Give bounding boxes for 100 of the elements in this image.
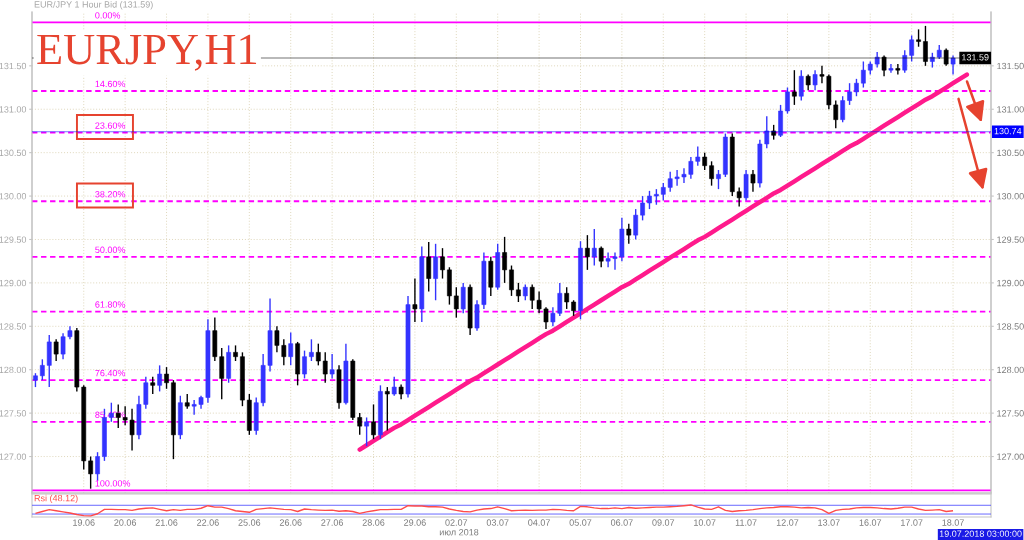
- x-tick-label: 18.07: [942, 519, 964, 526]
- candlestick: [709, 160, 714, 187]
- chart-title: EURJPY,H1: [37, 34, 257, 71]
- x-tick-label: 22.06: [197, 519, 219, 526]
- x-tick-label: 10.07: [694, 519, 716, 526]
- y-tick-label: 130.50: [0, 149, 27, 157]
- y2-tick-label: 130.00: [997, 193, 1024, 200]
- x-tick-label: 21.06: [155, 519, 178, 526]
- y2-tick-label: 131.00: [997, 106, 1024, 113]
- x-tick-label: 19.06: [73, 519, 95, 526]
- y2-tick-label: 128.00: [997, 366, 1024, 374]
- candlestick: [647, 190, 652, 210]
- candlestick: [743, 169, 749, 202]
- candlestick: [591, 228, 597, 267]
- annotation: 23.60%: [95, 122, 126, 129]
- candlestick: [509, 264, 514, 297]
- x-tick-label: 04.07: [528, 519, 550, 526]
- candlestick: [288, 331, 294, 367]
- y2-tick-label: 131.50: [997, 62, 1024, 70]
- candlestick: [909, 34, 915, 63]
- text: июл 2018: [439, 529, 479, 536]
- candlestick: [391, 375, 397, 397]
- candlestick: [750, 169, 756, 193]
- candlestick: [502, 236, 507, 284]
- x-tick-label: 11.07: [735, 519, 757, 526]
- candlestick: [329, 353, 335, 380]
- chart-subtitle: EUR/JPY 1 Hour Bid (131.59): [34, 1, 153, 10]
- candlestick: [309, 338, 314, 362]
- x-tick-label: 05.07: [569, 519, 592, 526]
- y2-tick-label: 130.50: [997, 149, 1024, 157]
- candlestick: [902, 49, 908, 74]
- y-tick-label: 128.50: [0, 323, 27, 330]
- candlestick: [585, 234, 590, 271]
- candlestick: [46, 334, 52, 388]
- candlestick: [53, 338, 59, 362]
- candlestick: [426, 241, 432, 293]
- x-tick-label: 03.07: [486, 519, 509, 526]
- annotation: 0.00%: [95, 12, 121, 19]
- y-tick-label: 130.00: [0, 193, 27, 200]
- y2-tick-label: 127.50: [997, 410, 1024, 417]
- x-tick-label: 25.06: [238, 519, 261, 526]
- candlestick: [516, 282, 521, 303]
- x-tick-label: 02.07: [445, 519, 468, 526]
- annotation: 76.40%: [95, 369, 126, 377]
- ref-line-label: 131.59: [962, 54, 989, 61]
- candlestick: [923, 25, 928, 67]
- candlestick: [453, 286, 459, 319]
- y-tick-label: 128.00: [0, 366, 27, 374]
- y-tick-label: 129.50: [0, 236, 27, 243]
- x-tick-label: 09.07: [652, 519, 675, 526]
- candlestick: [40, 358, 45, 381]
- candlestick: [564, 286, 570, 310]
- annotation: 100.00%: [95, 480, 131, 487]
- y-tick-label: 127.00: [0, 453, 27, 460]
- candlestick: [371, 403, 376, 440]
- candlestick: [881, 54, 887, 77]
- candlestick: [785, 86, 790, 115]
- y-tick-label: 131.00: [0, 106, 27, 113]
- y-tick-label: 129.00: [0, 279, 27, 287]
- candlestick: [950, 54, 956, 76]
- annotation: 61.80%: [95, 301, 126, 308]
- x-tick-label: 28.06: [362, 519, 385, 526]
- line-series: [357, 72, 970, 452]
- candlestick: [460, 282, 466, 314]
- x-tick-label: 29.06: [404, 519, 426, 526]
- candlestick: [95, 451, 100, 482]
- candlestick: [433, 243, 438, 301]
- annotation: 38.20%: [95, 191, 126, 198]
- y-tick-label: 131.50: [0, 62, 27, 70]
- candlestick: [157, 364, 162, 393]
- candlestick: [792, 69, 797, 106]
- y2-tick-label: 127.00: [997, 453, 1024, 460]
- series-label: Rsi (48.12): [34, 494, 78, 504]
- x-tick-label: 27.06: [321, 519, 344, 526]
- candlestick: [633, 208, 639, 241]
- x-tick-label: 12.07: [776, 519, 799, 526]
- y2-tick-label: 129.00: [997, 279, 1024, 287]
- x-tick-label: 20.06: [114, 519, 137, 526]
- annotation: 14.60%: [95, 80, 126, 88]
- candlestick: [716, 169, 721, 190]
- candlestick: [798, 69, 804, 102]
- y2-tick-label: 129.50: [997, 236, 1024, 243]
- candlestick: [840, 95, 846, 123]
- candlestick: [412, 277, 418, 323]
- y2-tick-label: 128.50: [997, 323, 1024, 330]
- candlestick: [888, 63, 894, 74]
- candlestick: [440, 247, 445, 280]
- text: 19.07.2018 03:00:00: [939, 530, 1022, 537]
- candlestick: [302, 349, 307, 380]
- x-tick-label: 16.07: [859, 519, 882, 526]
- candlestick: [847, 82, 852, 106]
- candlestick: [812, 69, 818, 91]
- candlestick: [861, 60, 866, 89]
- candlestick: [384, 386, 390, 432]
- annotation: 50.00%: [95, 246, 126, 253]
- x-tick-label: 26.06: [279, 519, 302, 526]
- x-tick-label: 17.07: [901, 519, 923, 526]
- candlestick: [364, 416, 369, 447]
- candlestick: [640, 195, 645, 222]
- candlestick: [598, 245, 604, 268]
